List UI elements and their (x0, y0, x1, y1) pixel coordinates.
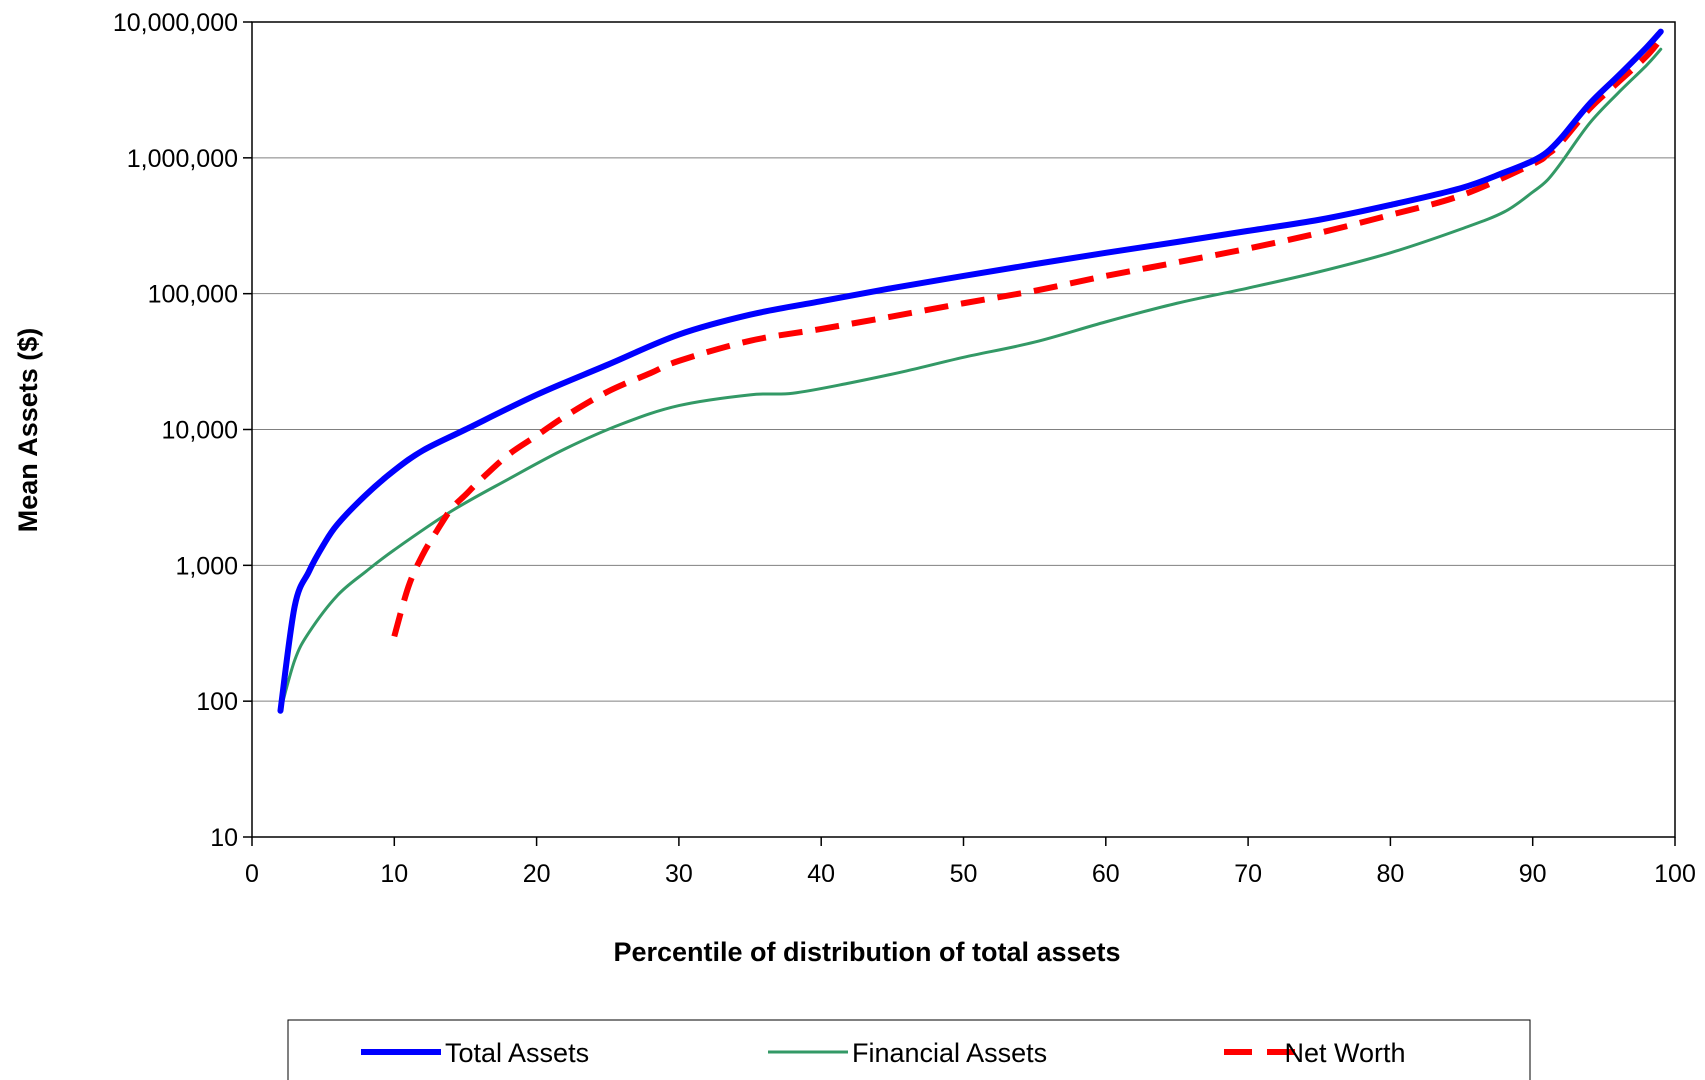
legend-label-total-assets: Total Assets (445, 1038, 589, 1068)
y-tick-label: 1,000,000 (127, 145, 238, 173)
y-tick-label: 10,000 (162, 417, 238, 445)
x-tick-label: 20 (523, 860, 551, 888)
x-tick-label: 40 (807, 860, 835, 888)
y-tick-label: 100 (196, 688, 238, 716)
legend-box (287, 1019, 1531, 1080)
gridlines (252, 157, 1675, 702)
y-tick-label: 100,000 (148, 281, 238, 309)
x-tick-label: 100 (1654, 860, 1696, 888)
x-tick-label: 0 (245, 860, 259, 888)
y-tick-label: 1,000 (175, 552, 238, 580)
axis-ticks: 101001,00010,000100,0001,000,00010,000,0… (113, 9, 1696, 888)
legend-label-net-worth: Net Worth (1284, 1038, 1405, 1068)
x-tick-label: 70 (1234, 860, 1262, 888)
y-tick-label: 10 (210, 824, 238, 852)
x-axis-title: Percentile of distribution of total asse… (613, 937, 1120, 967)
x-tick-label: 90 (1519, 860, 1547, 888)
legend-label-financial-assets: Financial Assets (852, 1038, 1047, 1068)
y-axis-title: Mean Assets ($) (13, 328, 43, 533)
x-tick-label: 80 (1376, 860, 1404, 888)
y-tick-label: 10,000,000 (113, 9, 238, 37)
series-line-net-worth (391, 37, 1664, 638)
legend: Total Assets Financial Assets Net Worth (287, 1019, 1531, 1080)
series-line-financial-assets (278, 47, 1663, 713)
x-tick-label: 30 (665, 860, 693, 888)
x-tick-label: 10 (380, 860, 408, 888)
series-layer (277, 28, 1664, 714)
x-tick-label: 60 (1092, 860, 1120, 888)
series-line-total-assets (277, 28, 1664, 714)
x-tick-label: 50 (950, 860, 978, 888)
